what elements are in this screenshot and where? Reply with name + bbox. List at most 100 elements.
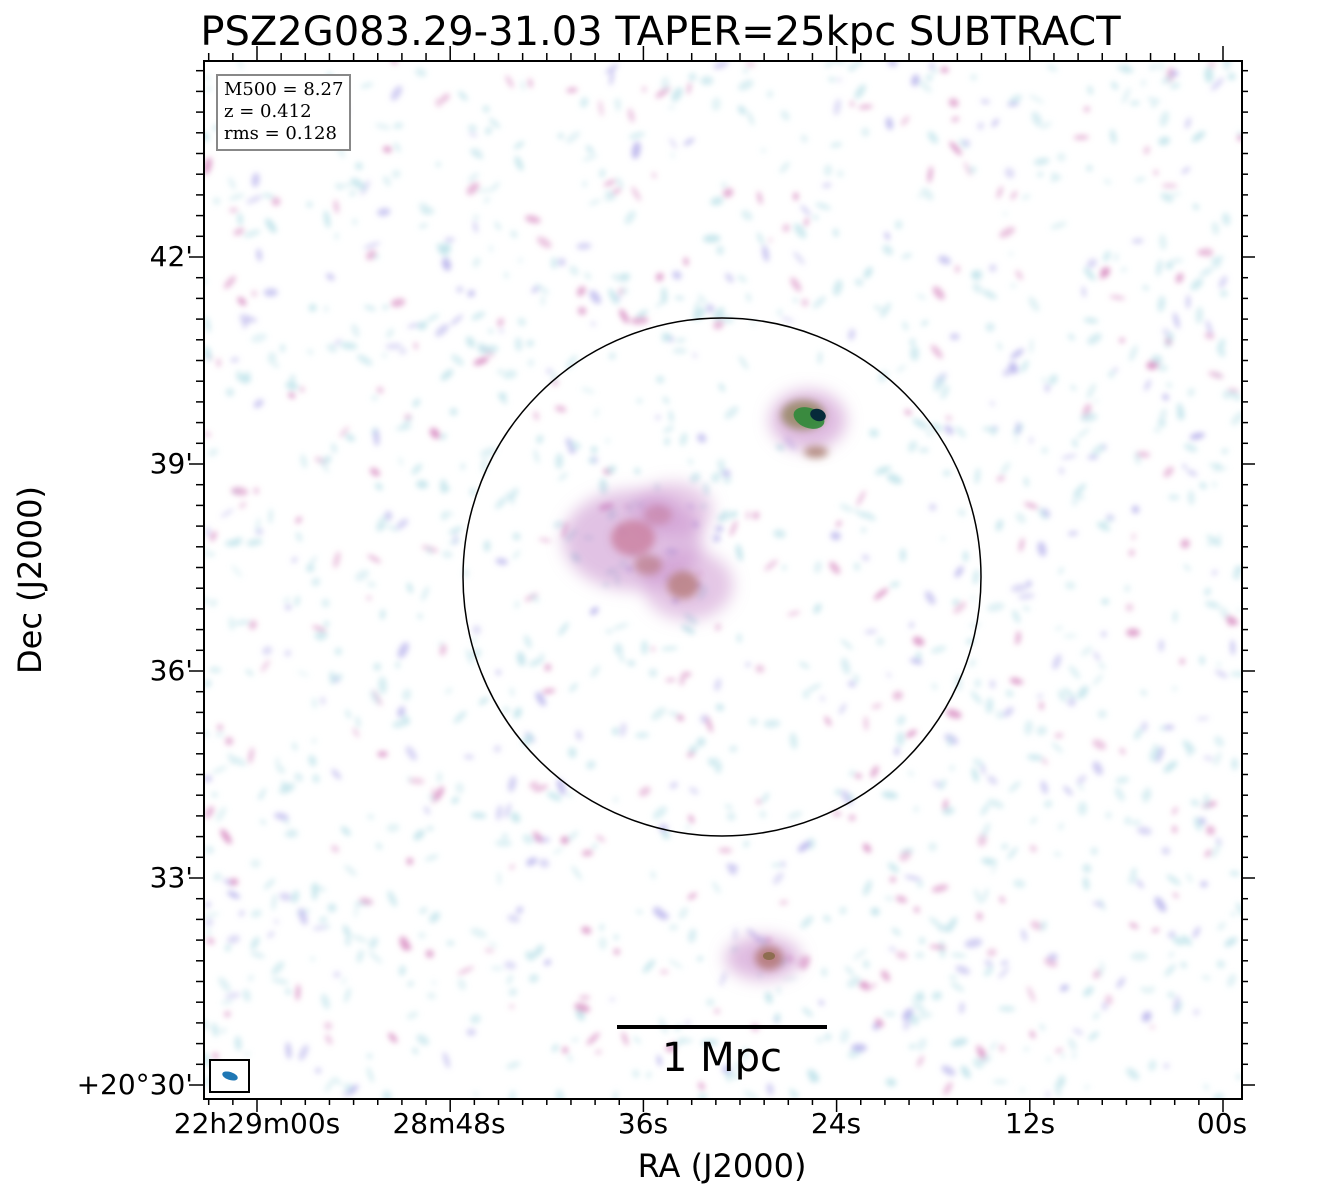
noise-speckle [1164, 964, 1176, 977]
noise-speckle [1217, 921, 1226, 931]
noise-speckle [1086, 165, 1093, 172]
noise-speckle [1183, 564, 1191, 572]
noise-speckle [272, 363, 280, 368]
noise-speckle [243, 229, 261, 238]
noise-speckle [522, 834, 534, 844]
noise-speckle [588, 199, 602, 206]
noise-speckle [1130, 952, 1148, 961]
noise-speckle [713, 61, 729, 69]
noise-speckle [255, 517, 261, 533]
noise-speckle [405, 745, 417, 761]
noise-speckle [507, 914, 520, 923]
noise-speckle [960, 1065, 971, 1079]
noise-speckle [1129, 344, 1138, 362]
noise-speckle [948, 975, 958, 980]
noise-speckle [904, 409, 912, 416]
noise-speckle [473, 1092, 479, 1096]
noise-speckle [299, 386, 305, 393]
noise-speckle [1029, 338, 1034, 355]
noise-speckle [697, 956, 704, 962]
noise-speckle [969, 166, 977, 174]
noise-speckle [360, 82, 374, 88]
noise-speckle [468, 172, 479, 183]
noise-speckle [661, 287, 668, 304]
noise-speckle [761, 792, 769, 803]
noise-speckle [985, 697, 994, 714]
scalebar-line [617, 1025, 827, 1029]
noise-speckle [319, 458, 329, 473]
noise-speckle [972, 1058, 984, 1069]
noise-speckle [713, 307, 725, 321]
noise-speckle [728, 1071, 740, 1080]
noise-speckle [1057, 1075, 1066, 1088]
noise-speckle [512, 532, 521, 541]
noise-speckle [1215, 837, 1222, 846]
noise-speckle [1067, 531, 1079, 536]
noise-speckle [418, 223, 428, 229]
noise-speckle [594, 408, 600, 417]
noise-speckle [706, 998, 715, 1007]
noise-speckle [609, 997, 615, 1002]
noise-speckle [1016, 421, 1021, 435]
noise-speckle [1158, 408, 1167, 425]
noise-speckle [1000, 461, 1011, 475]
noise-speckle [1161, 183, 1178, 189]
noise-speckle [250, 859, 261, 868]
noise-speckle [504, 960, 517, 970]
noise-speckle [206, 929, 211, 936]
noise-speckle [1114, 252, 1118, 262]
noise-speckle [441, 486, 451, 491]
noise-speckle [1004, 167, 1015, 179]
noise-speckle [253, 487, 259, 495]
noise-speckle [861, 527, 867, 533]
noise-speckle [569, 265, 579, 276]
noise-speckle [1098, 662, 1106, 670]
noise-speckle [1050, 221, 1067, 230]
noise-speckle [479, 447, 497, 458]
noise-speckle [1022, 605, 1031, 612]
noise-speckle [425, 949, 434, 958]
noise-speckle [528, 974, 539, 983]
noise-speckle [1151, 102, 1157, 108]
noise-speckle [605, 629, 613, 634]
noise-speckle [1040, 920, 1047, 931]
noise-speckle [976, 912, 983, 921]
noise-speckle [999, 896, 1006, 904]
noise-speckle [345, 937, 351, 946]
noise-speckle [586, 760, 596, 770]
noise-speckle [1173, 610, 1178, 623]
noise-speckle [972, 758, 984, 767]
noise-speckle [833, 98, 841, 116]
noise-speckle [973, 888, 982, 904]
noise-speckle [384, 510, 393, 521]
noise-speckle [1124, 63, 1129, 74]
noise-speckle [457, 978, 467, 991]
noise-speckle [331, 768, 342, 780]
noise-speckle [237, 212, 243, 226]
noise-speckle [484, 948, 495, 953]
noise-speckle [1076, 775, 1087, 785]
noise-speckle [421, 586, 429, 602]
noise-speckle [861, 127, 870, 137]
noise-speckle [260, 819, 267, 825]
noise-speckle [648, 668, 658, 678]
noise-speckle [800, 955, 810, 970]
noise-speckle [216, 724, 224, 731]
beam-box [209, 1059, 250, 1093]
noise-speckle [446, 940, 455, 946]
noise-speckle [661, 646, 679, 651]
noise-speckle [387, 525, 399, 532]
noise-speckle [672, 270, 682, 280]
noise-speckle [386, 823, 400, 832]
noise-speckle [671, 152, 675, 159]
noise-speckle [706, 304, 715, 313]
noise-speckle [776, 444, 785, 451]
noise-speckle [766, 1082, 774, 1096]
noise-speckle [1211, 843, 1221, 859]
noise-speckle [331, 845, 340, 853]
noise-speckle [790, 277, 802, 292]
noise-speckle [1029, 1030, 1036, 1039]
noise-speckle [1199, 655, 1205, 665]
noise-speckle [1009, 361, 1019, 374]
noise-speckle [1172, 936, 1184, 946]
